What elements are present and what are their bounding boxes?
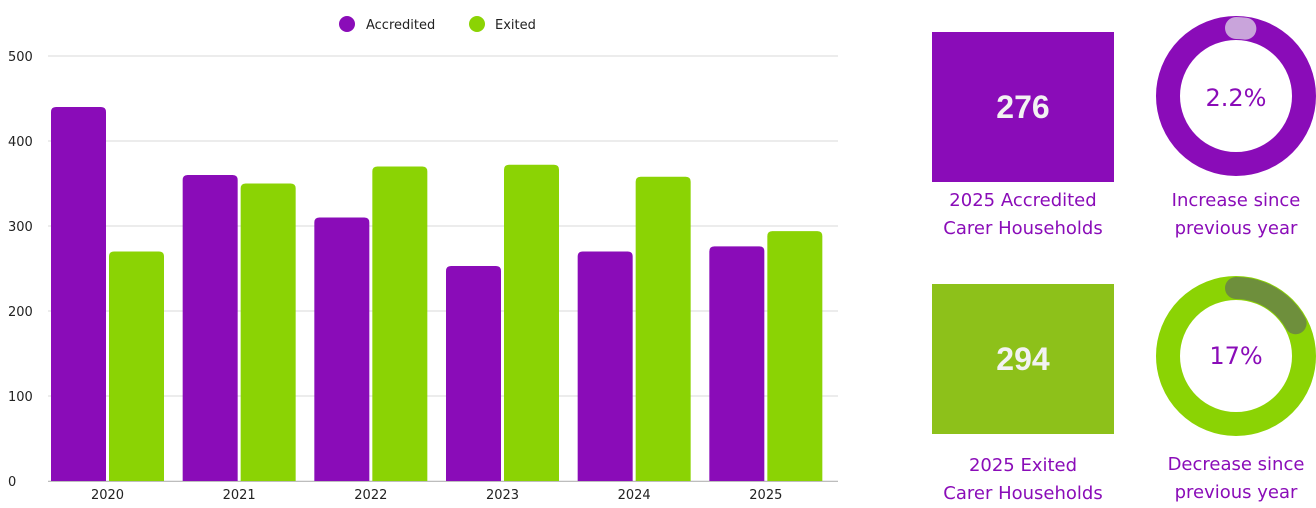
legend-label-accredited: Accredited <box>366 18 435 33</box>
bar-accredited-2021 <box>182 175 238 481</box>
exited-stat-caption: 2025 Exited Carer Households <box>923 452 1123 508</box>
legend-swatch-accredited <box>339 16 355 32</box>
gridlines <box>48 55 838 482</box>
y-tick-label: 0 <box>8 475 16 490</box>
bars <box>51 107 823 482</box>
decrease-percent: 17% <box>1209 342 1263 370</box>
bar-exited-2022 <box>372 166 428 481</box>
exited-caption-line1: 2025 Exited <box>968 455 1078 476</box>
decrease-caption-line2: previous year <box>1174 482 1298 503</box>
decrease-ring-arc <box>1225 277 1307 335</box>
bar-exited-2025 <box>767 231 823 481</box>
accredited-stat-caption: 2025 Accredited Carer Households <box>923 187 1123 243</box>
decrease-caption: Decrease since previous year <box>1136 451 1316 507</box>
bar-accredited-2024 <box>577 251 633 481</box>
increase-caption: Increase since previous year <box>1136 187 1316 243</box>
y-tick-label: 100 <box>8 390 33 405</box>
bar-exited-2021 <box>240 183 296 481</box>
x-tick-label: 2024 <box>618 488 651 503</box>
x-tick-label: 2023 <box>486 488 519 503</box>
bar-accredited-2023 <box>446 265 501 481</box>
bar-accredited-2020 <box>51 107 106 481</box>
axis-labels: 0 100 200 300 400 500 2020 2021 2022 2023 2024 2025 <box>8 50 782 503</box>
bar-accredited-2025 <box>709 246 765 481</box>
bar-chart: 0 100 200 300 400 500 2020 2021 2022 2023 2024 2025… <box>8 16 838 503</box>
x-tick-label: 2022 <box>354 488 387 503</box>
x-tick-label: 2020 <box>91 488 124 503</box>
decrease-caption-line1: Decrease since <box>1167 454 1305 475</box>
y-tick-label: 200 <box>8 305 33 320</box>
bar-exited-2024 <box>635 176 691 481</box>
y-tick-label: 500 <box>8 50 33 65</box>
x-tick-label: 2021 <box>223 488 256 503</box>
accredited-caption-line1: 2025 Accredited <box>949 190 1097 211</box>
legend-swatch-exited <box>469 16 485 32</box>
exited-caption-line2: Carer Households <box>943 483 1103 504</box>
bar-exited-2020 <box>109 251 164 481</box>
accredited-stat-box: 276 <box>932 32 1114 182</box>
increase-caption-line2: previous year <box>1174 218 1298 239</box>
accredited-stat-value: 276 <box>996 88 1050 125</box>
exited-stat-box: 294 <box>932 284 1114 434</box>
bar-accredited-2022 <box>314 217 370 481</box>
decrease-ring <box>1156 276 1316 436</box>
y-tick-label: 300 <box>8 220 33 235</box>
legend-label-exited: Exited <box>495 18 536 33</box>
bar-exited-2023 <box>504 164 559 482</box>
x-tick-label: 2025 <box>749 488 782 503</box>
increase-percent: 2.2% <box>1205 84 1267 112</box>
increase-ring <box>1156 16 1316 176</box>
increase-caption-line1: Increase since <box>1171 190 1301 211</box>
legend: Accredited Exited <box>339 16 536 33</box>
y-tick-label: 400 <box>8 135 33 150</box>
accredited-caption-line2: Carer Households <box>943 218 1103 239</box>
increase-ring-arc <box>1225 17 1257 40</box>
exited-stat-value: 294 <box>996 340 1050 377</box>
